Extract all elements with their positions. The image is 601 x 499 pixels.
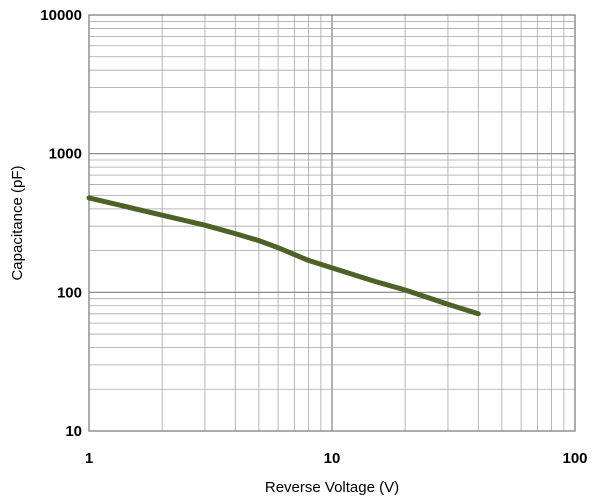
y-tick-label: 10 [65, 423, 82, 440]
y-tick-label: 100 [57, 284, 82, 301]
x-tick-labels: 1 10 100 [85, 450, 588, 467]
x-axis-title: Reverse Voltage (V) [265, 479, 399, 496]
grid-lines [89, 15, 575, 431]
x-tick-label: 10 [324, 450, 341, 467]
plot-frame [88, 14, 576, 432]
series-line-1 [86, 195, 481, 317]
y-tick-label: 10000 [40, 7, 82, 24]
x-tick-label: 1 [85, 450, 93, 467]
y-tick-label: 1000 [49, 146, 82, 163]
series-layer [86, 195, 481, 317]
y-axis-title: Capacitance (pF) [9, 165, 26, 280]
y-tick-labels: 10 100 1000 10000 [40, 7, 82, 440]
x-tick-label: 100 [562, 450, 587, 467]
